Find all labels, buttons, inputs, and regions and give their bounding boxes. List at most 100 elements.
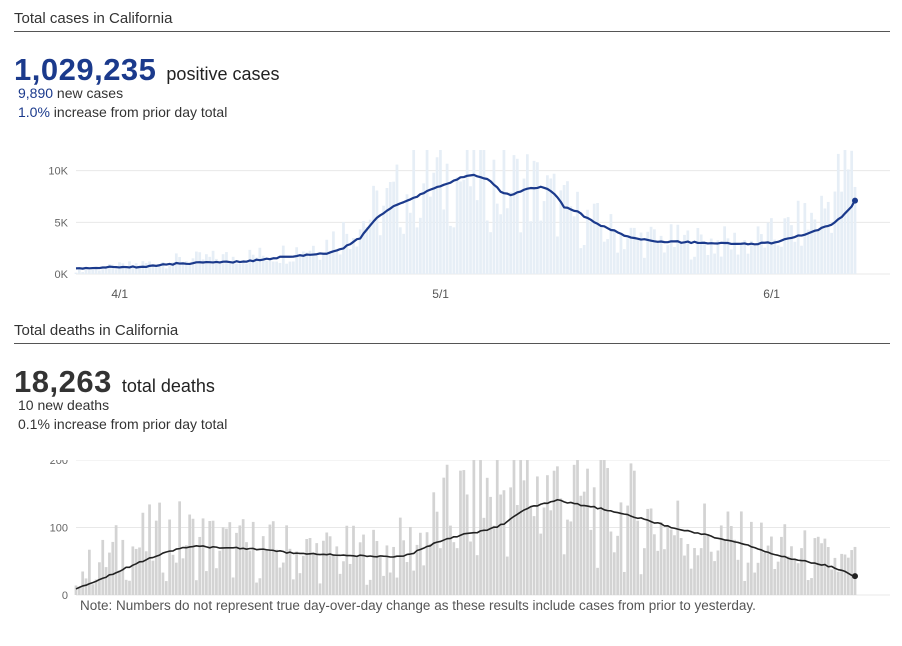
daily-bar: [358, 229, 362, 274]
daily-bar: [255, 582, 258, 595]
daily-bar: [515, 505, 519, 595]
daily-bar: [235, 263, 238, 274]
daily-bar: [298, 256, 302, 274]
daily-bar: [532, 160, 536, 274]
cases-pct-value: 1.0%: [18, 104, 50, 120]
daily-bar: [355, 246, 359, 274]
daily-bar: [91, 584, 95, 595]
daily-bar: [582, 491, 586, 595]
daily-bar: [301, 251, 305, 274]
daily-bar: [148, 504, 151, 595]
daily-bar: [108, 552, 111, 595]
daily-bar: [161, 572, 165, 595]
daily-bar: [536, 162, 539, 274]
y-tick-label: 100: [50, 523, 68, 535]
daily-bar: [395, 164, 399, 274]
daily-bar: [238, 525, 242, 595]
daily-bar: [756, 562, 760, 595]
daily-bar: [251, 254, 255, 274]
daily-bar: [275, 261, 278, 274]
daily-bar: [301, 555, 305, 595]
daily-bar: [515, 158, 519, 274]
daily-bar: [305, 538, 309, 595]
daily-bar: [499, 214, 502, 274]
daily-bar: [699, 548, 703, 595]
daily-bar: [619, 502, 623, 595]
daily-bar: [836, 571, 840, 595]
daily-bar: [439, 548, 442, 595]
daily-bar: [325, 532, 329, 595]
daily-bar: [836, 153, 840, 274]
daily-bar: [566, 519, 569, 595]
daily-bar: [241, 519, 245, 595]
daily-bar: [843, 554, 847, 595]
cases-new-label: new cases: [53, 85, 124, 101]
daily-bar: [676, 224, 680, 274]
last-point-marker: [852, 573, 858, 580]
daily-bar: [352, 525, 355, 595]
daily-bar: [726, 511, 730, 595]
daily-bar: [525, 154, 529, 274]
deaths-chart: 200 100 0: [50, 460, 890, 600]
daily-bar: [228, 522, 232, 595]
cases-total-value: 1,029,235: [14, 52, 157, 87]
daily-bar: [472, 150, 476, 274]
daily-bar: [512, 460, 516, 595]
daily-bar: [632, 227, 636, 274]
daily-bar: [840, 553, 843, 595]
daily-bar: [622, 249, 626, 274]
daily-bar: [756, 226, 760, 274]
daily-bar: [408, 526, 412, 595]
daily-bar: [495, 203, 499, 274]
daily-bar: [338, 573, 342, 595]
daily-bar: [121, 263, 125, 274]
daily-bar: [636, 520, 640, 595]
footnote: Note: Numbers do not represent true day-…: [80, 598, 756, 613]
daily-bar: [368, 579, 372, 595]
daily-bar: [198, 536, 202, 595]
daily-bar: [556, 466, 559, 595]
daily-bar: [643, 257, 646, 274]
daily-bar: [673, 247, 676, 274]
daily-bar: [569, 521, 573, 595]
daily-bar: [462, 470, 466, 595]
daily-bar: [800, 548, 803, 595]
deaths-pct-label: increase from prior day total: [49, 416, 228, 432]
daily-bar: [228, 261, 232, 274]
daily-bar: [696, 227, 700, 274]
daily-bar: [749, 521, 753, 595]
daily-bar: [790, 546, 793, 595]
cases-total-row: 1,029,235 positive cases: [14, 52, 890, 87]
daily-bar: [81, 272, 85, 274]
deaths-pct-value: 0.1%: [18, 416, 50, 432]
daily-bar: [686, 544, 690, 595]
deaths-total-value: 18,263: [14, 364, 112, 399]
daily-bar: [325, 239, 329, 274]
daily-bar: [148, 261, 151, 274]
daily-bar: [689, 259, 693, 274]
daily-bar: [726, 238, 730, 274]
daily-bar: [529, 221, 533, 274]
daily-bar: [542, 507, 546, 595]
daily-bar: [378, 235, 382, 274]
daily-bar: [803, 530, 807, 595]
daily-bar: [546, 175, 549, 274]
daily-bar: [622, 571, 626, 595]
daily-bar: [124, 579, 128, 595]
daily-bar: [823, 208, 827, 274]
daily-bar: [706, 534, 710, 595]
daily-bar: [489, 232, 492, 274]
daily-bar: [415, 227, 419, 274]
daily-bar: [572, 216, 576, 274]
daily-bar: [215, 568, 218, 595]
daily-bar: [833, 191, 837, 274]
daily-bar: [138, 266, 141, 274]
daily-bar: [388, 182, 392, 274]
daily-bar: [796, 563, 800, 595]
daily-bar: [291, 261, 295, 274]
daily-bar: [415, 544, 419, 595]
daily-bar: [271, 521, 275, 595]
daily-bar: [164, 268, 168, 274]
daily-bar: [315, 255, 319, 274]
